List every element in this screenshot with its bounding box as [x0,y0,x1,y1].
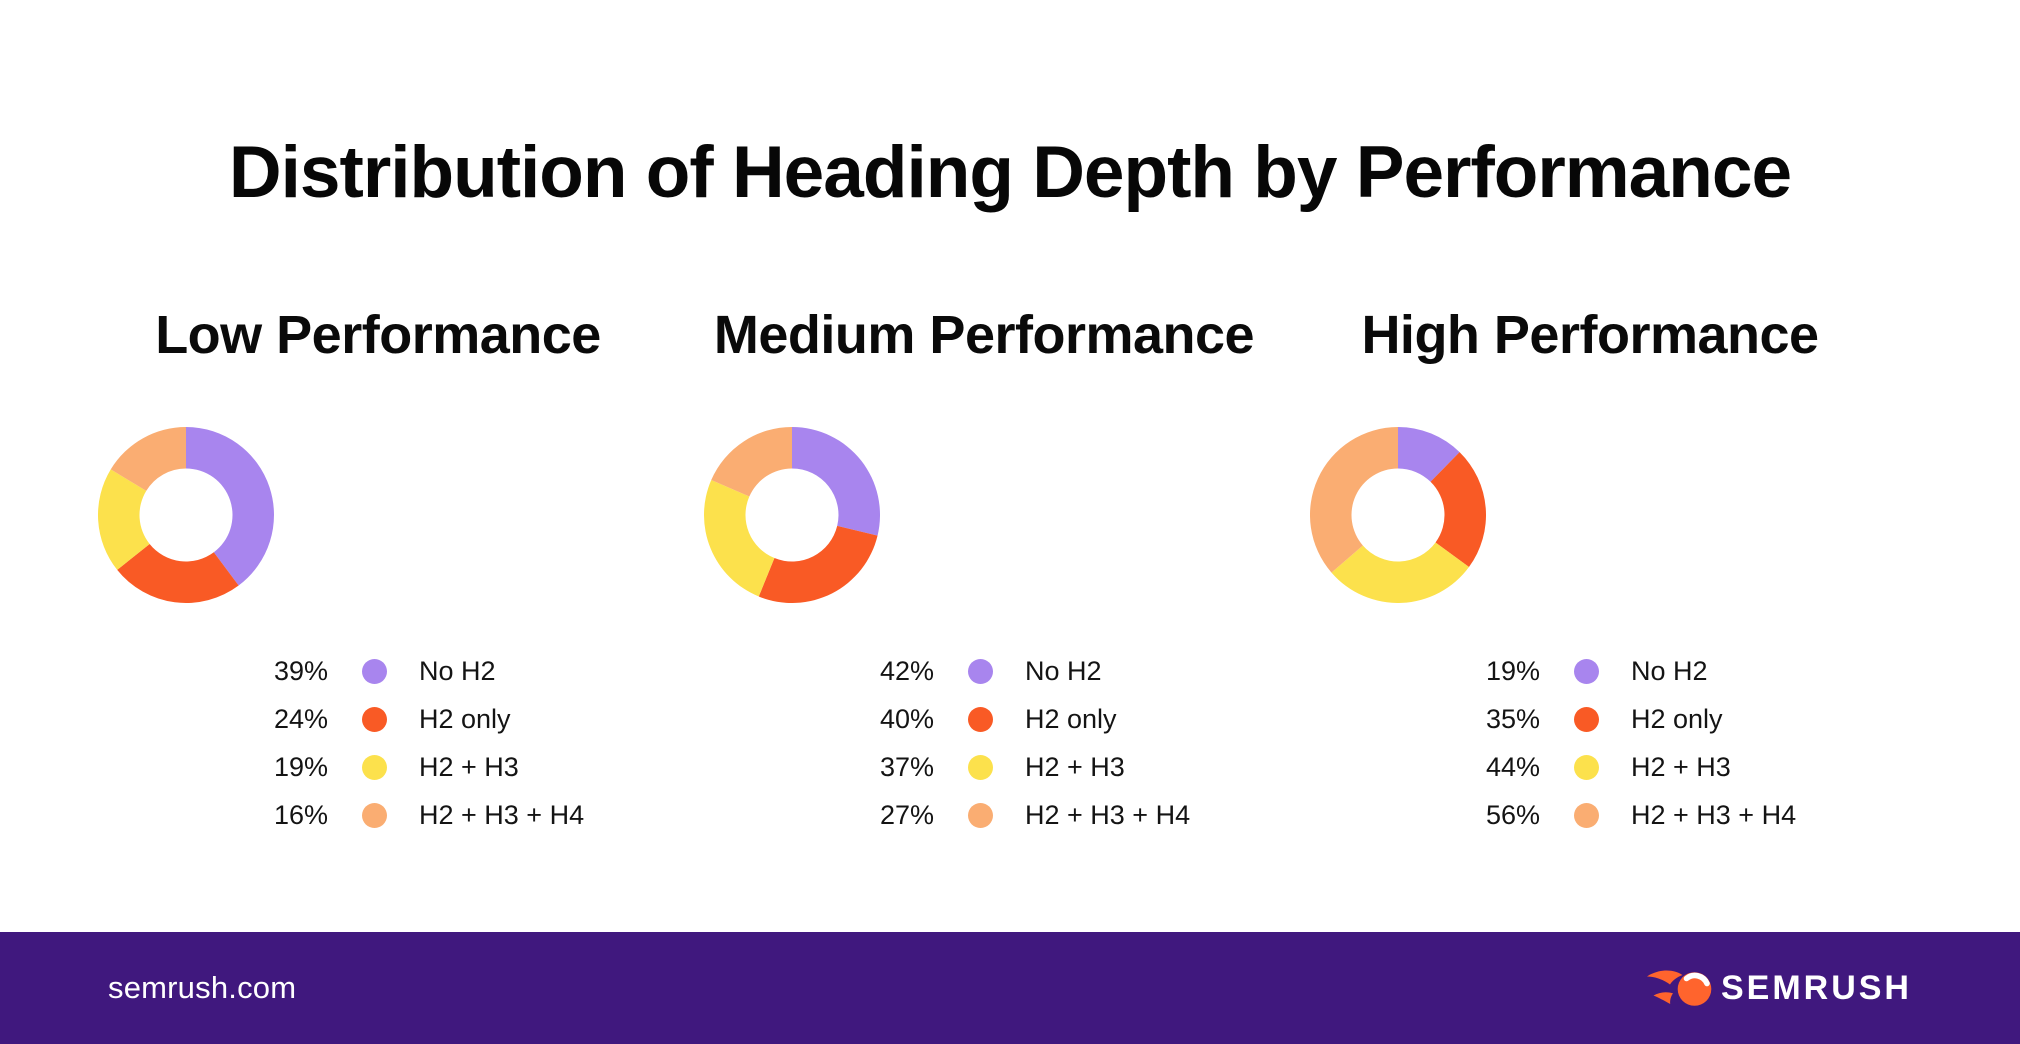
legend-row: 35% H2 only [1310,695,1870,743]
legend-label: H2 + H3 + H4 [1631,799,1797,830]
semrush-flame-icon [1646,970,1712,1006]
footer: semrush.com SEMRUSH [0,932,2020,1044]
donut-slice-h2-h3-h4 [711,427,792,497]
legend-low: 39% No H2 24% H2 only 19% H2 + H3 16% [98,647,658,839]
brand-name: SEMRUSH [1720,968,1912,1007]
chart-column-medium: Medium Performance 42% No H2 40% H2 only… [703,305,1264,839]
legend-value: 39% [273,655,328,686]
legend-row: 24% H2 only [98,695,658,743]
legend-label: H2 + H3 [1025,751,1125,782]
legend-row: 19% No H2 [1310,647,1870,695]
legend-dot-yellow-icon [362,754,387,780]
semrush-logo: SEMRUSH [1646,967,1912,1009]
legend-label: H2 only [1025,703,1117,734]
chart-column-high: High Performance 19% No H2 35% H2 only 4… [1309,305,1870,839]
legend-dot-orange-icon [362,706,387,732]
legend-row: 37% H2 + H3 [704,743,1264,791]
donut-slice-h2-only [117,543,239,603]
legend-dot-peach-icon [968,802,993,828]
donut-slice-h2-only [758,525,878,604]
legend-value: 27% [879,799,934,830]
legend-high: 19% No H2 35% H2 only 44% H2 + H3 56% [1310,647,1870,839]
donut-chart-medium [703,427,881,604]
donut-slice-h2-h3 [703,480,775,597]
donut-slice-no-h2 [186,427,274,586]
legend-value: 44% [1485,751,1540,782]
legend-value: 56% [1485,799,1540,830]
legend-medium: 42% No H2 40% H2 only 37% H2 + H3 27% [704,647,1264,839]
legend-dot-peach-icon [1574,802,1599,828]
legend-dot-purple-icon [1574,658,1599,684]
donut-chart-high [1309,427,1487,604]
donut-slice-h2-h3 [1331,542,1469,604]
donut-slice-h2-h3-h4 [1309,427,1398,573]
donut-slice-h2-h3-h4 [110,427,186,491]
legend-value: 24% [273,703,328,734]
legend-label: H2 + H3 [419,751,519,782]
chart-column-low: Low Performance 39% No H2 24% H2 only 19… [98,308,658,839]
legend-label: H2 only [1631,703,1723,734]
donut-slice-no-h2 [792,427,881,536]
legend-row: 40% H2 only [704,695,1264,743]
chart-columns: Low Performance 39% No H2 24% H2 only 19… [98,308,1870,839]
legend-row: 16% H2 + H3 + H4 [98,791,658,839]
legend-value: 19% [1485,655,1540,686]
legend-dot-peach-icon [362,802,387,828]
chart-title-high: High Performance [1361,305,1819,365]
legend-label: No H2 [1025,655,1102,686]
legend-label: H2 + H3 + H4 [1025,799,1191,830]
legend-label: H2 only [419,703,511,734]
legend-dot-yellow-icon [968,754,993,780]
legend-row: 44% H2 + H3 [1310,743,1870,791]
legend-row: 42% No H2 [704,647,1264,695]
legend-dot-purple-icon [968,658,993,684]
donut-chart-low [98,427,274,603]
legend-value: 42% [879,655,934,686]
chart-title-medium: Medium Performance [713,305,1255,365]
legend-label: No H2 [1631,655,1708,686]
legend-value: 40% [879,703,934,734]
donut-slice-no-h2 [1398,427,1460,482]
legend-label: H2 + H3 + H4 [419,799,585,830]
legend-value: 16% [273,799,328,830]
legend-dot-purple-icon [362,658,387,684]
donut-slice-h2-only [1430,452,1487,568]
legend-label: H2 + H3 [1631,751,1731,782]
legend-row: 56% H2 + H3 + H4 [1310,791,1870,839]
chart-title-low: Low Performance [155,305,601,365]
page-title: Distribution of Heading Depth by Perform… [228,132,1792,213]
legend-row: 39% No H2 [98,647,658,695]
legend-dot-orange-icon [1574,706,1599,732]
legend-value: 37% [879,751,934,782]
legend-dot-yellow-icon [1574,754,1599,780]
legend-row: 19% H2 + H3 [98,743,658,791]
legend-row: 27% H2 + H3 + H4 [704,791,1264,839]
legend-value: 35% [1485,703,1540,734]
donut-slice-h2-h3 [98,469,150,570]
footer-site-url: semrush.com [108,970,297,1005]
legend-value: 19% [273,751,328,782]
legend-label: No H2 [419,655,496,686]
legend-dot-orange-icon [968,706,993,732]
